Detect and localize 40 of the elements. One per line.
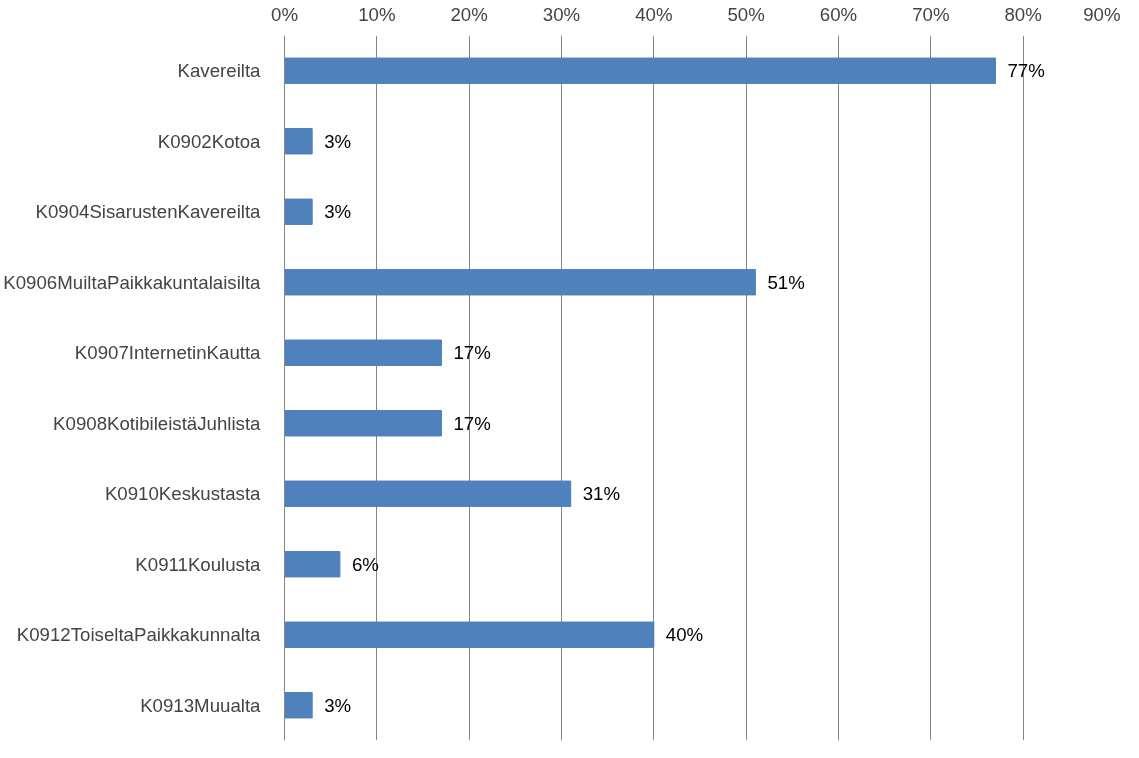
bar bbox=[284, 692, 313, 719]
bar bbox=[284, 480, 572, 507]
y-tick-label: K0907InternetinKautta bbox=[74, 342, 262, 364]
data-label: 77% bbox=[1007, 60, 1045, 82]
bar bbox=[284, 57, 996, 84]
data-label: 17% bbox=[453, 342, 491, 364]
data-label: 3% bbox=[324, 130, 352, 152]
y-tick-label: K0910Keskustasta bbox=[104, 483, 262, 505]
data-label: 17% bbox=[453, 412, 491, 434]
y-tick-label: K0912ToiseltaPaikkakunnalta bbox=[16, 624, 262, 646]
x-tick-label: 10% bbox=[358, 3, 396, 25]
data-label: 6% bbox=[351, 553, 379, 575]
bar bbox=[284, 128, 313, 155]
y-tick-label: K0911Koulusta bbox=[135, 553, 262, 575]
x-tick-label: 80% bbox=[1004, 3, 1042, 25]
x-tick-label: 50% bbox=[727, 3, 765, 25]
y-tick-label: K0913Muualta bbox=[140, 694, 262, 716]
x-tick-label: 0% bbox=[271, 3, 298, 25]
x-tick-label: 40% bbox=[635, 3, 673, 25]
x-tick-label: 70% bbox=[912, 3, 950, 25]
y-tick-label: K0902Kotoa bbox=[157, 130, 262, 152]
bar bbox=[284, 551, 341, 578]
y-tick-label: K0908KotibileistäJuhlista bbox=[53, 412, 262, 434]
data-label: 40% bbox=[665, 624, 704, 646]
data-label: 51% bbox=[767, 271, 805, 293]
x-tick-label: 30% bbox=[542, 3, 581, 25]
y-tick-label: K0906MuiltaPaikkakuntalaisilta bbox=[3, 271, 262, 293]
bar bbox=[284, 410, 442, 437]
x-tick-label: 60% bbox=[819, 3, 858, 25]
bar bbox=[284, 198, 313, 225]
data-label: 31% bbox=[582, 483, 621, 505]
data-label: 3% bbox=[324, 201, 352, 223]
y-tick-label: Kavereilta bbox=[177, 60, 262, 82]
bar bbox=[284, 339, 442, 366]
y-tick-label: K0904SisarustenKavereilta bbox=[35, 201, 262, 223]
data-label: 3% bbox=[324, 694, 352, 716]
bar bbox=[284, 621, 655, 648]
bar bbox=[284, 269, 756, 296]
x-tick-label: 90% bbox=[1083, 3, 1121, 25]
x-tick-label: 20% bbox=[450, 3, 488, 25]
